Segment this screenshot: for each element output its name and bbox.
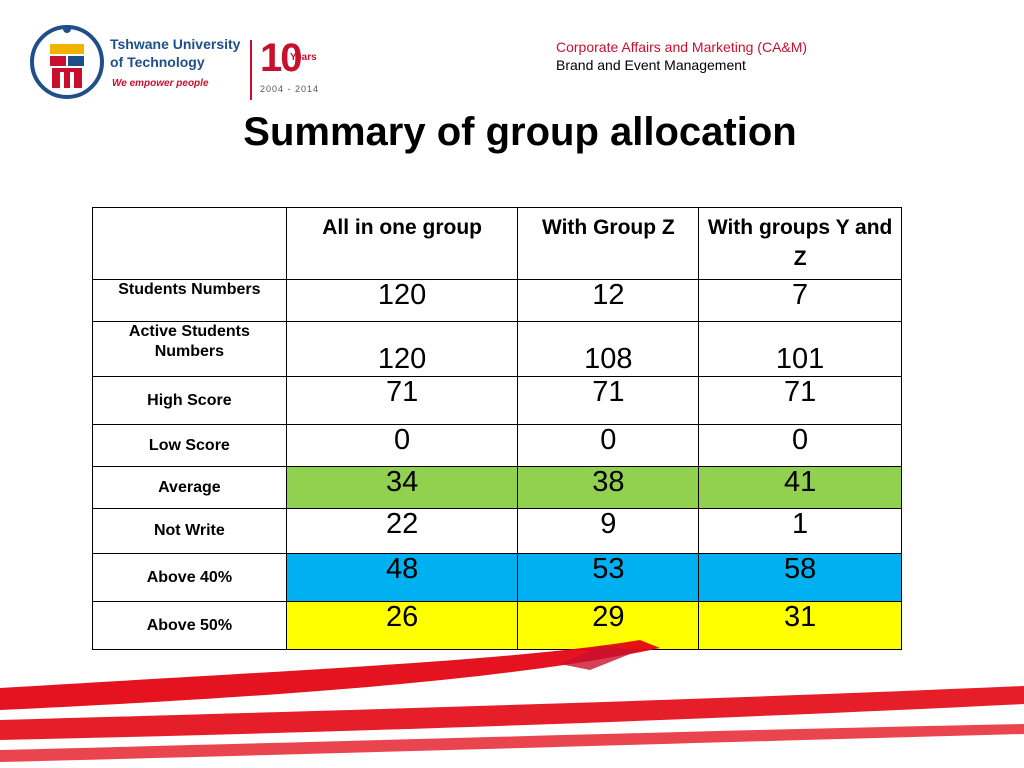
table-cell: 1	[698, 508, 902, 554]
summary-table: All in one group With Group Z With group…	[92, 207, 902, 650]
university-logo: Tshwane University of Technology We empo…	[28, 22, 328, 102]
column-header: With groups Y and Z	[698, 207, 902, 280]
table-cell: 0	[698, 424, 902, 467]
row-label: Average	[92, 466, 287, 509]
table-cell: 38	[517, 466, 700, 509]
unit-name: Brand and Event Management	[556, 57, 746, 73]
table-row: Above 50% 26 29 31	[92, 601, 902, 650]
table-cell: 7	[698, 279, 902, 322]
logo-divider	[250, 40, 252, 100]
anniversary-label: Years	[290, 52, 317, 63]
table-cell: 71	[698, 376, 902, 425]
department-name: Corporate Affairs and Marketing (CA&M)	[556, 39, 808, 55]
table-row: Not Write 22 9 1	[92, 508, 902, 554]
logo-name-line2: of Technology	[110, 54, 205, 70]
table-cell: 101	[698, 321, 902, 377]
table-cell: 26	[285, 601, 519, 650]
table-cell: 71	[285, 376, 519, 425]
table-cell: 120	[285, 279, 519, 322]
table-cell: 12	[517, 279, 700, 322]
table-cell: 58	[698, 553, 902, 602]
table-cell: 9	[517, 508, 700, 554]
logo-name-line1: Tshwane University	[110, 36, 241, 52]
anniversary-number: 10	[260, 36, 302, 80]
logo-tagline: We empower people	[112, 78, 209, 89]
row-label: Low Score	[92, 424, 287, 467]
table-cell: 48	[285, 553, 519, 602]
table-row: Above 40% 48 53 58	[92, 553, 902, 602]
column-header	[92, 207, 287, 280]
table-cell: 53	[517, 553, 700, 602]
column-header: With Group Z	[517, 207, 700, 280]
table-cell: 31	[698, 601, 902, 650]
university-emblem-icon	[30, 25, 104, 99]
table-row: Active Students Numbers 120 108 101	[92, 321, 902, 377]
page-title: Summary of group allocation	[243, 110, 797, 154]
row-label: High Score	[92, 376, 287, 425]
table-cell: 120	[285, 321, 519, 377]
table-cell: 0	[517, 424, 700, 467]
table-cell: 108	[517, 321, 700, 377]
table-cell: 0	[285, 424, 519, 467]
table-row: Average 34 38 41	[92, 466, 902, 509]
table-row: Low Score 0 0 0	[92, 424, 902, 467]
column-header: All in one group	[285, 207, 519, 280]
row-label: Students Numbers	[92, 279, 287, 322]
row-label: Above 40%	[92, 553, 287, 602]
table-cell: 34	[285, 466, 519, 509]
table-row: Students Numbers 120 12 7	[92, 279, 902, 322]
table-cell: 22	[285, 508, 519, 554]
decorative-ribbon	[0, 640, 1024, 762]
row-label: Not Write	[92, 508, 287, 554]
table-header-row: All in one group With Group Z With group…	[92, 207, 902, 280]
anniversary-span: 2004 - 2014	[260, 84, 320, 94]
row-label: Above 50%	[92, 601, 287, 650]
row-label: Active Students Numbers	[92, 321, 287, 377]
table-cell: 71	[517, 376, 700, 425]
department-header: Corporate Affairs and Marketing (CA&M) B…	[556, 38, 807, 74]
table-cell: 41	[698, 466, 902, 509]
table-row: High Score 71 71 71	[92, 376, 902, 425]
